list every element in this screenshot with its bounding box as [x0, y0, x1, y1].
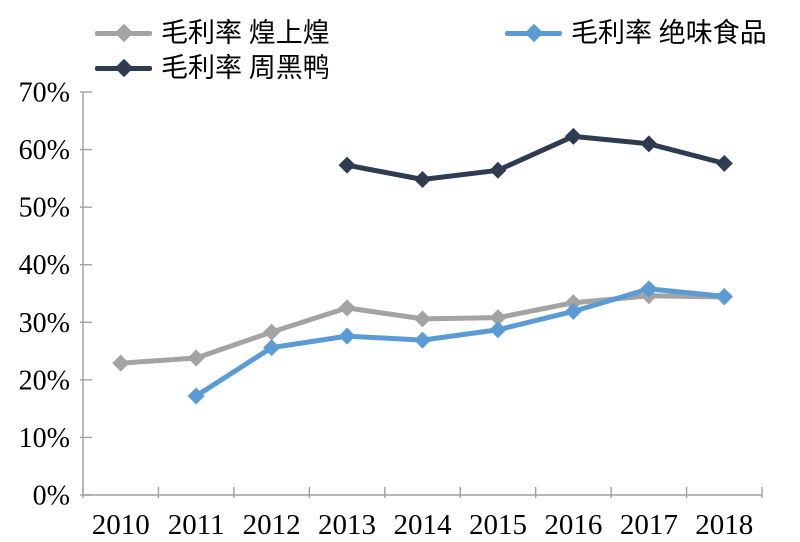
legend-label-zhouheiya: 毛利率 周黑鸭	[161, 53, 330, 83]
y-tick-label: 0%	[33, 481, 70, 512]
series-marker-1	[640, 135, 658, 153]
series-marker-2	[187, 387, 205, 405]
series-line-2	[193, 286, 727, 399]
series-marker-1	[414, 171, 431, 189]
series-marker-1	[338, 156, 356, 174]
series-marker-0	[414, 310, 431, 328]
x-tick-label: 2014	[394, 509, 453, 541]
legend-item-huangshanghuang: 毛利率 煌上煌	[95, 18, 330, 48]
series-marker-1	[489, 161, 507, 179]
diamond-marker-icon	[114, 58, 133, 78]
diamond-marker-icon	[114, 23, 133, 43]
y-tick-label: 30%	[19, 308, 70, 339]
series-marker-0	[489, 309, 507, 327]
x-tick-label: 2011	[168, 509, 225, 541]
x-tick-label: 2012	[243, 509, 301, 541]
series-marker-2	[263, 339, 281, 357]
x-tick-label: 2016	[544, 509, 602, 541]
series-marker-2	[489, 321, 507, 339]
legend-item-zhouheiya: 毛利率 周黑鸭	[95, 53, 330, 83]
series-marker-2	[338, 327, 356, 345]
series-marker-1	[564, 127, 582, 145]
series-line-1	[344, 133, 727, 183]
series-marker-0	[338, 299, 356, 317]
series-marker-2	[414, 331, 431, 349]
legend-line-marker	[95, 23, 152, 43]
y-tick-label: 10%	[19, 423, 70, 454]
series-marker-2	[564, 302, 582, 320]
series-marker-0	[187, 349, 205, 367]
y-tick-label: 40%	[19, 250, 70, 281]
series-marker-0	[564, 294, 582, 312]
x-tick-label: 2018	[695, 509, 753, 541]
legend-line-marker	[505, 23, 562, 43]
x-tick-label: 2015	[469, 509, 527, 541]
series-marker-2	[715, 287, 733, 305]
y-tick-label: 20%	[19, 365, 70, 396]
x-tick-label: 2017	[620, 509, 678, 541]
y-tick-label: 50%	[19, 193, 70, 224]
series-marker-1	[715, 154, 733, 172]
series-marker-0	[112, 354, 130, 372]
legend-line-marker	[95, 58, 152, 78]
legend-label-jueweishipin: 毛利率 绝味食品	[571, 18, 767, 48]
series-marker-2	[640, 280, 658, 298]
chart-legend: 毛利率 煌上煌 毛利率 周黑鸭 毛利率 绝味食品	[0, 0, 800, 90]
x-tick-label: 2010	[92, 509, 150, 541]
series-line-0	[118, 293, 727, 366]
legend-label-huangshanghuang: 毛利率 煌上煌	[161, 18, 330, 48]
diamond-marker-icon	[524, 23, 543, 43]
y-tick-label: 70%	[19, 78, 70, 109]
y-tick-label: 60%	[19, 135, 70, 166]
legend-item-jueweishipin: 毛利率 绝味食品	[505, 18, 767, 48]
series-marker-0	[263, 323, 281, 341]
x-tick-label: 2013	[318, 509, 376, 541]
